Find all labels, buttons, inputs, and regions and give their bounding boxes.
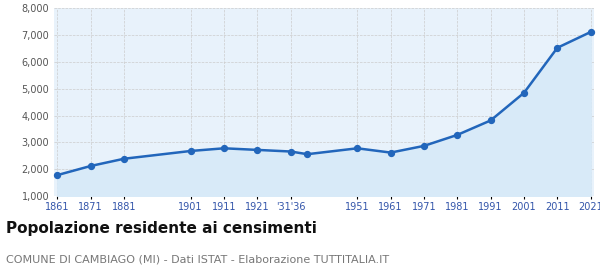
- Text: Popolazione residente ai censimenti: Popolazione residente ai censimenti: [6, 221, 317, 236]
- Point: [53, 173, 62, 177]
- Point: [386, 150, 395, 155]
- Point: [286, 149, 295, 154]
- Point: [586, 30, 595, 34]
- Point: [419, 144, 429, 148]
- Text: COMUNE DI CAMBIAGO (MI) - Dati ISTAT - Elaborazione TUTTITALIA.IT: COMUNE DI CAMBIAGO (MI) - Dati ISTAT - E…: [6, 255, 389, 265]
- Point: [486, 118, 496, 123]
- Point: [519, 91, 529, 95]
- Point: [302, 152, 312, 157]
- Point: [452, 133, 462, 137]
- Point: [186, 149, 196, 153]
- Point: [353, 146, 362, 151]
- Point: [253, 148, 262, 152]
- Point: [86, 164, 95, 168]
- Point: [219, 146, 229, 151]
- Point: [553, 46, 562, 50]
- Point: [119, 157, 129, 161]
